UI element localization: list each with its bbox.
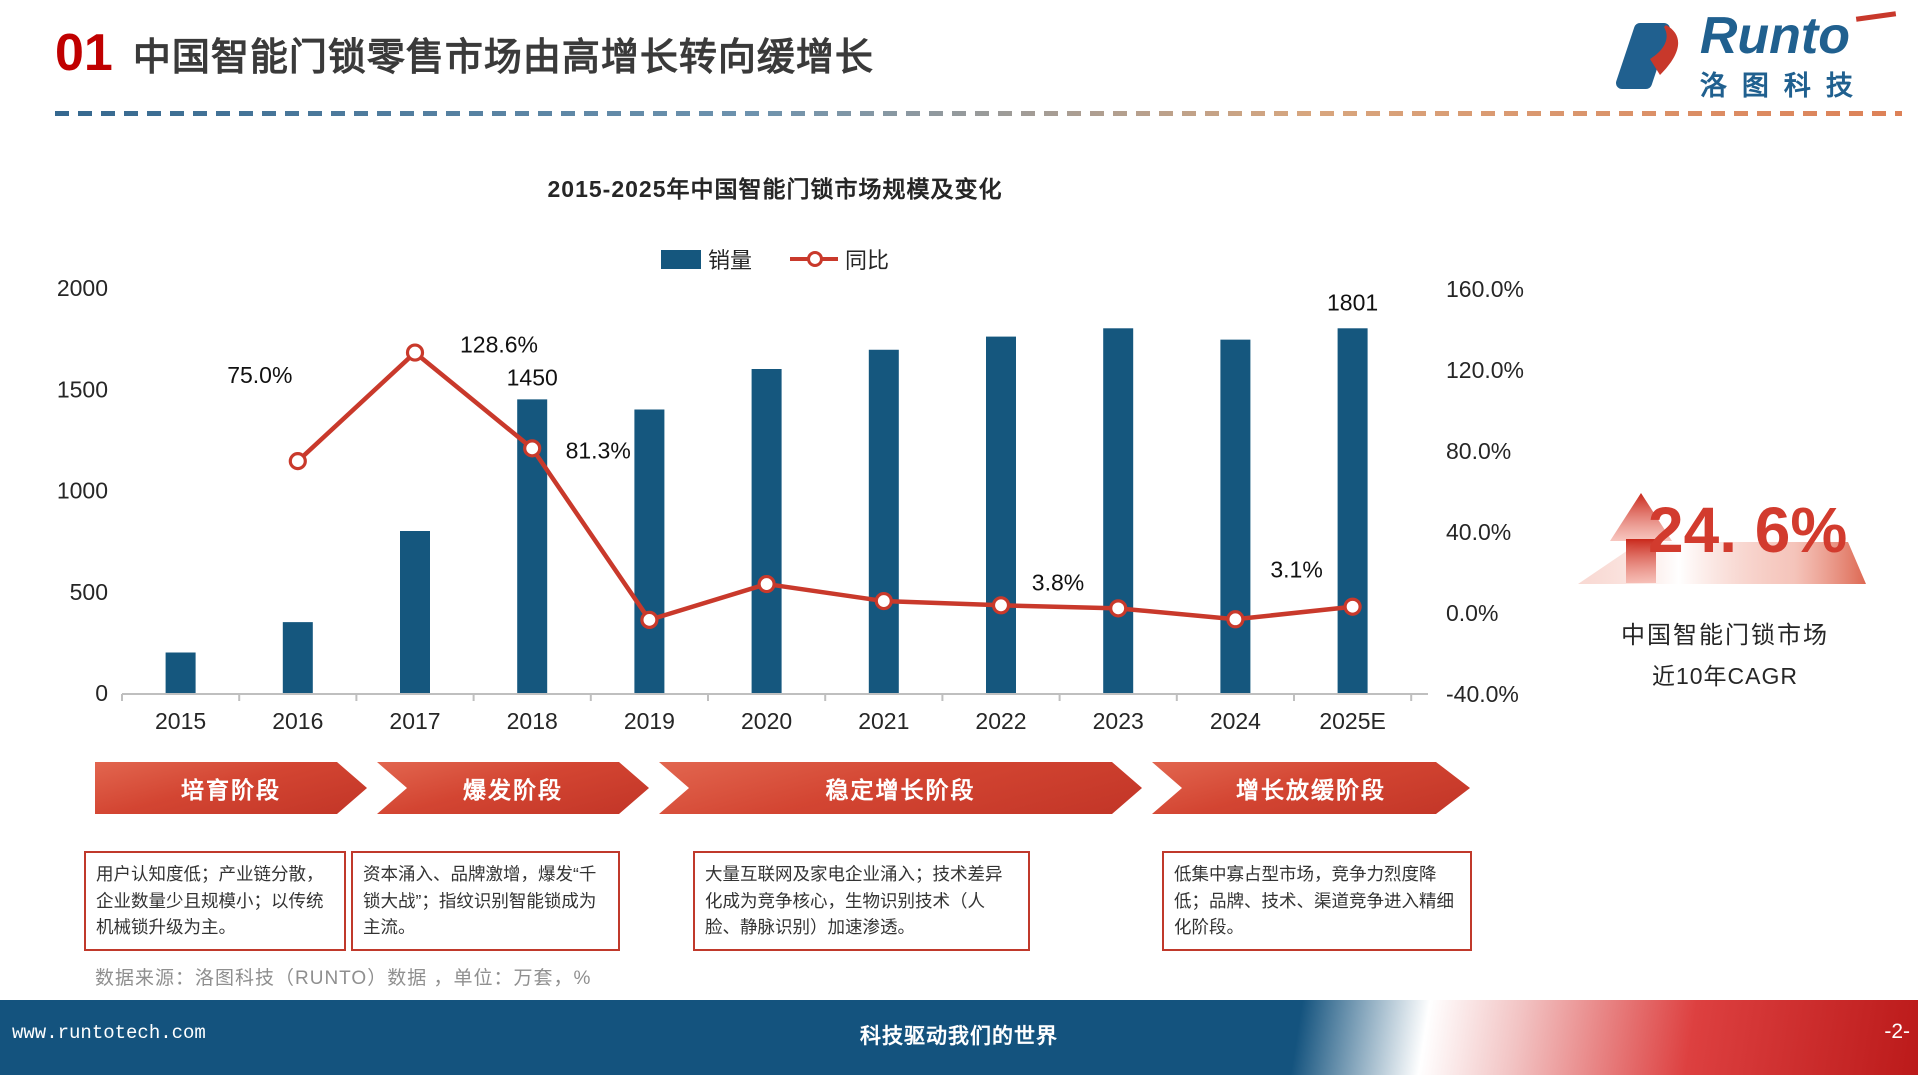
stage-label-2: 爆发阶段 xyxy=(463,777,563,803)
right-axis-tick-160.0%: 160.0% xyxy=(1446,276,1524,302)
footer-slogan: 科技驱动我们的世界 xyxy=(860,1025,1058,1048)
legend-yoy-line-icon xyxy=(790,251,838,267)
bar-2020 xyxy=(751,369,782,693)
yoy-value-label-2018: 81.3% xyxy=(566,437,631,463)
cagr-arrow-head-icon xyxy=(1610,493,1672,541)
right-axis-tick-120.0%: 120.0% xyxy=(1446,357,1524,383)
yoy-marker-2018 xyxy=(523,439,542,458)
yoy-marker-2025E xyxy=(1343,597,1362,616)
stage-arrow-2: 爆发阶段 xyxy=(377,762,649,814)
yoy-marker-2016 xyxy=(288,452,307,471)
legend-sales-label: 销量 xyxy=(707,248,752,273)
legend-yoy-circle-icon xyxy=(807,251,823,267)
yoy-marker-2024 xyxy=(1226,610,1245,629)
logo-brand: Runto xyxy=(1699,7,1897,65)
stage-note-4: 低集中寡占型市场，竞争力烈度降低；品牌、技术、渠道竞争进入精细化阶段。 xyxy=(1162,851,1472,951)
stage-note-1: 用户认知度低；产业链分散，企业数量少且规模小；以传统机械锁升级为主。 xyxy=(84,851,346,951)
cagr-value: 24. 6% xyxy=(1648,494,1848,566)
stage-arrow-3: 稳定增长阶段 xyxy=(659,762,1142,814)
bar-2022 xyxy=(986,336,1016,693)
left-axis-tick-1000: 1000 xyxy=(57,478,108,504)
bar-2023 xyxy=(1103,328,1134,693)
slide-header: 01 中国智能门锁零售市场由高增长转向缓增长 xyxy=(55,26,874,81)
bar-value-label-2018: 1450 xyxy=(507,364,558,390)
year-label-2025E: 2025E xyxy=(1319,708,1386,734)
year-label-2015: 2015 xyxy=(155,708,206,734)
bar-value-label-2025E: 1801 xyxy=(1327,289,1378,315)
yoy-marker-2017 xyxy=(405,343,425,362)
yoy-value-label-2016: 75.0% xyxy=(227,362,292,388)
legend-item-sales: 销量 xyxy=(660,243,752,275)
stage-note-2: 资本涌入、品牌激增，爆发“千锁大战”；指纹识别智能锁成为主流。 xyxy=(351,851,620,951)
yoy-value-label-2025E: 3.1% xyxy=(1270,557,1322,583)
right-axis-tick-0.0%: 0.0% xyxy=(1446,600,1498,626)
runto-logo: Runto 洛图科技 xyxy=(1614,7,1897,103)
left-axis-tick-1500: 1500 xyxy=(57,376,108,402)
logo-text: Runto 洛图科技 xyxy=(1699,7,1897,103)
year-label-2021: 2021 xyxy=(858,708,909,734)
bar-2016 xyxy=(282,622,313,693)
footer-website: www.runtotech.com xyxy=(12,1022,206,1044)
stage-arrow-4: 增长放缓阶段 xyxy=(1152,762,1470,814)
runto-logo-mark-icon xyxy=(1615,22,1678,89)
legend-yoy-label: 同比 xyxy=(845,248,890,273)
bar-2021 xyxy=(868,349,899,693)
right-axis-tick-80.0%: 80.0% xyxy=(1446,438,1511,464)
logo-brand-cn: 洛图科技 xyxy=(1699,71,1868,101)
dashed-divider xyxy=(55,111,1902,116)
yoy-marker-2019 xyxy=(640,610,659,629)
year-label-2022: 2022 xyxy=(975,708,1026,734)
right-axis-tick-40.0%: 40.0% xyxy=(1446,519,1511,545)
left-axis-tick-2000: 2000 xyxy=(57,275,108,301)
bar-2019 xyxy=(634,409,665,693)
data-source-note: 数据来源：洛图科技（RUNTO）数据 ，单位：万套，% xyxy=(95,968,592,989)
bar-2017 xyxy=(400,531,430,693)
year-label-2020: 2020 xyxy=(741,708,792,734)
chart-title: 2015-2025年中国智能门锁市场规模及变化 xyxy=(547,176,1003,202)
left-axis-tick-500: 500 xyxy=(70,579,108,605)
yoy-line xyxy=(295,350,1355,623)
chart-legend: 销量 同比 xyxy=(275,243,1275,275)
stage-label-4: 增长放缓阶段 xyxy=(1236,777,1386,803)
stage-label-1: 培育阶段 xyxy=(181,777,281,803)
right-axis-tick--40.0%: -40.0% xyxy=(1446,681,1519,707)
year-label-2018: 2018 xyxy=(507,708,558,734)
yoy-marker-2023 xyxy=(1109,599,1128,618)
footer-stripe-icon xyxy=(768,1000,1918,1075)
bar-2024 xyxy=(1220,339,1251,693)
footer-bar: www.runtotech.com 科技驱动我们的世界 -2- xyxy=(0,1000,1918,1075)
yoy-value-label-2017: 128.6% xyxy=(460,332,538,358)
legend-item-yoy: 同比 xyxy=(790,243,889,275)
year-label-2017: 2017 xyxy=(389,708,440,734)
stage-label-3: 稳定增长阶段 xyxy=(825,777,976,803)
yoy-marker-2021 xyxy=(874,591,893,611)
cagr-arrow-graphic xyxy=(1578,493,1866,584)
left-axis-tick-0: 0 xyxy=(95,680,108,706)
market-chart: 2000 1500 1000 500 0 160.0% 120.0% 80.0% 40.0% 0.… xyxy=(57,275,1524,734)
bar-2015 xyxy=(165,652,196,693)
stage-arrow-1: 培育阶段 xyxy=(95,762,367,814)
stage-note-3: 大量互联网及家电企业涌入；技术差异化成为竞争核心，生物识别技术（人脸、静脉识别）… xyxy=(693,851,1030,951)
yoy-marker-2020 xyxy=(757,574,776,594)
year-label-2024: 2024 xyxy=(1210,708,1261,734)
logo-brand-word: Runto xyxy=(1699,7,1850,65)
year-label-2016: 2016 xyxy=(272,708,323,734)
legend-sales-swatch-icon xyxy=(660,249,701,269)
footer-page-number: -2- xyxy=(1884,1020,1910,1043)
page-title: 中国智能门锁零售市场由高增长转向缓增长 xyxy=(132,37,874,79)
yoy-value-label-2022: 3.8% xyxy=(1032,569,1084,595)
cagr-arrow-shaft-icon xyxy=(1626,539,1656,583)
yoy-marker-2022 xyxy=(991,596,1011,615)
slide-number: 01 xyxy=(55,24,113,82)
cagr-caption-1: 中国智能门锁市场 xyxy=(1621,622,1829,649)
year-label-2019: 2019 xyxy=(624,708,675,734)
year-label-2023: 2023 xyxy=(1093,708,1144,734)
cagr-caption-2: 近10年CAGR xyxy=(1651,663,1799,689)
bar-2025E xyxy=(1337,328,1368,693)
